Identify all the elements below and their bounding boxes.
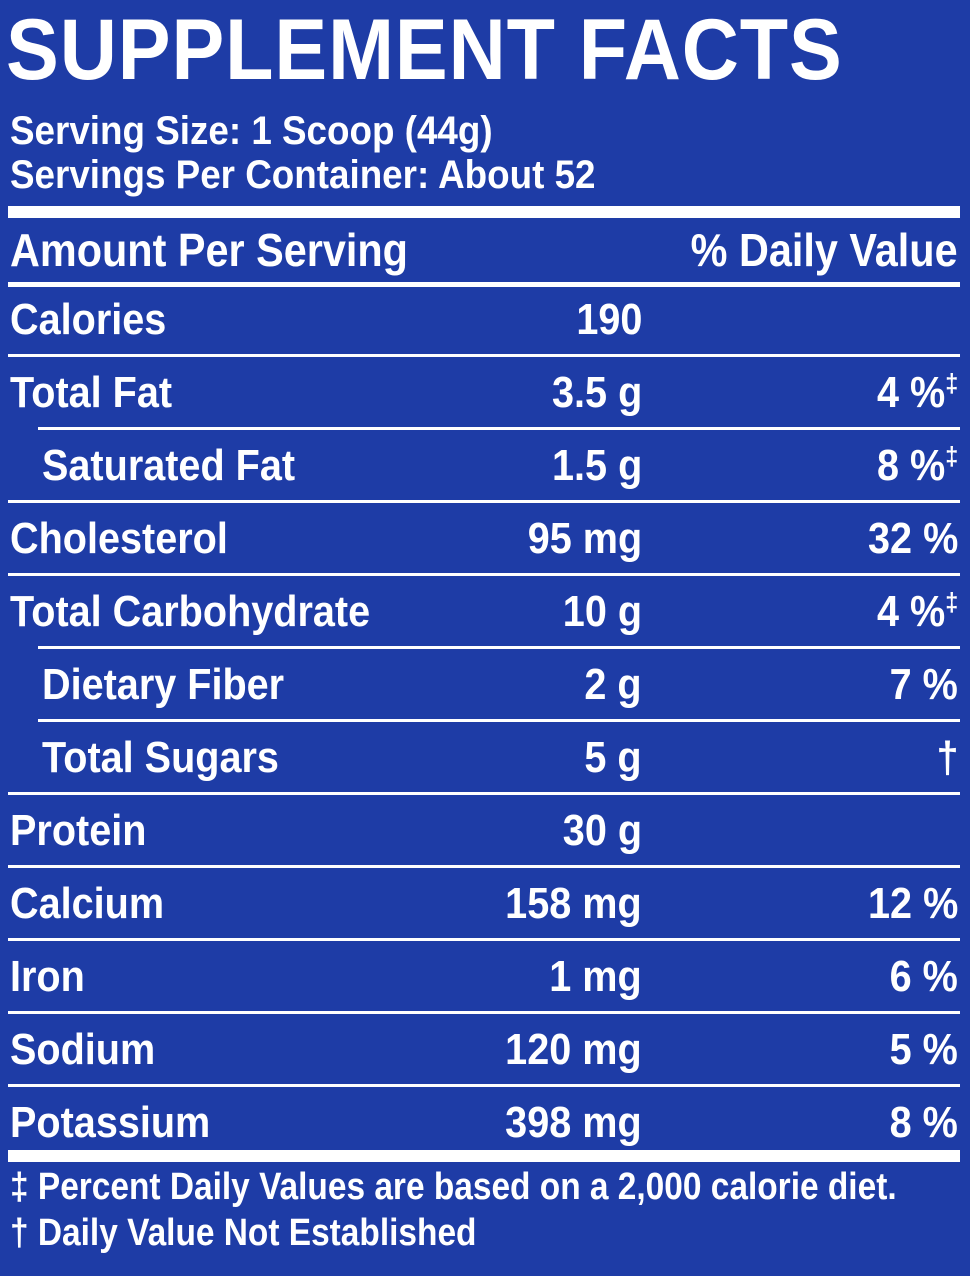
nutrient-amount: 120 mg: [505, 1025, 642, 1074]
daily-value-percent: 5 %: [889, 1025, 958, 1074]
nutrient-label: Sodium: [10, 1025, 156, 1074]
daily-value-cell: 8 %‡: [877, 436, 958, 496]
header-divider: [8, 282, 960, 287]
nutrient-amount: 5 g: [584, 733, 642, 782]
daily-value-mark: ‡: [944, 587, 958, 617]
nutrient-label: Calories: [10, 295, 167, 344]
daily-value-cell: 7 %: [890, 655, 958, 715]
daily-value-header: % Daily Value: [691, 224, 958, 276]
daily-value-mark: ‡: [944, 441, 958, 471]
nutrient-label: Cholesterol: [10, 514, 228, 563]
nutrient-row: Calories 190: [0, 290, 970, 350]
row-divider: [8, 792, 960, 795]
daily-value-percent: 7 %: [889, 660, 958, 709]
nutrient-label: Calcium: [10, 879, 165, 928]
daily-value-percent: 4 %: [876, 587, 945, 636]
daily-value-percent: 8 %: [876, 441, 945, 490]
daily-value-cell: 4 %‡: [877, 363, 958, 423]
nutrient-row: Dietary Fiber 2 g 7 %: [0, 655, 970, 715]
nutrient-amount: 30 g: [562, 806, 642, 855]
nutrient-label: Dietary Fiber: [42, 660, 285, 709]
nutrient-amount: 1 mg: [549, 952, 642, 1001]
nutrient-amount: 158 mg: [505, 879, 642, 928]
daily-value-cell: 4 %‡: [877, 582, 958, 642]
nutrient-label: Saturated Fat: [42, 441, 296, 490]
nutrient-amount: 190: [575, 295, 642, 344]
nutrient-row: Total Sugars 5 g †: [0, 728, 970, 788]
row-divider: [8, 354, 960, 357]
nutrient-amount: 2 g: [584, 660, 642, 709]
daily-value-mark: ‡: [944, 368, 958, 398]
daily-value-cell: 12 %: [868, 874, 958, 934]
row-divider: [38, 646, 960, 649]
row-divider: [8, 938, 960, 941]
column-header-row: Amount Per Serving % Daily Value: [0, 220, 970, 280]
nutrient-label: Total Sugars: [42, 733, 279, 782]
servings-per-container: Servings Per Container: About 52: [10, 153, 596, 197]
daily-value-percent: 12 %: [867, 879, 958, 928]
row-divider: [8, 1011, 960, 1014]
row-divider: [8, 865, 960, 868]
serving-size: Serving Size: 1 Scoop (44g): [10, 109, 493, 153]
daily-value-percent: 8 %: [889, 1098, 958, 1147]
nutrient-amount: 398 mg: [505, 1098, 642, 1147]
nutrient-label: Potassium: [10, 1098, 211, 1147]
row-divider: [8, 573, 960, 576]
footnote-daily-values: ‡ Percent Daily Values are based on a 2,…: [10, 1166, 897, 1208]
top-divider: [8, 206, 960, 218]
daily-value-cell: †: [936, 728, 958, 788]
daily-value-percent: 32 %: [867, 514, 958, 563]
nutrient-row: Potassium 398 mg 8 %: [0, 1093, 970, 1153]
nutrient-row: Total Carbohydrate 10 g 4 %‡: [0, 582, 970, 642]
daily-value-percent: 6 %: [889, 952, 958, 1001]
row-divider: [38, 719, 960, 722]
nutrient-label: Total Fat: [10, 368, 173, 417]
nutrient-amount: 3.5 g: [551, 368, 642, 417]
bottom-divider: [8, 1150, 960, 1162]
nutrient-label: Total Carbohydrate: [10, 587, 371, 636]
nutrient-amount: 10 g: [562, 587, 642, 636]
daily-value-cell: 6 %: [890, 947, 958, 1007]
nutrient-row: Calcium 158 mg 12 %: [0, 874, 970, 934]
nutrient-row: Iron 1 mg 6 %: [0, 947, 970, 1007]
nutrient-row: Cholesterol 95 mg 32 %: [0, 509, 970, 569]
nutrient-label: Iron: [10, 952, 85, 1001]
daily-value-percent: 4 %: [876, 368, 945, 417]
nutrient-row: Protein 30 g: [0, 801, 970, 861]
nutrient-row: Saturated Fat 1.5 g 8 %‡: [0, 436, 970, 496]
panel-title: SUPPLEMENT FACTS: [6, 2, 843, 98]
nutrient-amount: 95 mg: [527, 514, 642, 563]
row-divider: [8, 500, 960, 503]
daily-value-percent: †: [935, 733, 958, 782]
row-divider: [8, 1084, 960, 1087]
nutrient-label: Protein: [10, 806, 147, 855]
amount-per-serving-header: Amount Per Serving: [10, 224, 408, 276]
daily-value-cell: 32 %: [868, 509, 958, 569]
row-divider: [38, 427, 960, 430]
daily-value-cell: 5 %: [890, 1020, 958, 1080]
nutrient-row: Total Fat 3.5 g 4 %‡: [0, 363, 970, 423]
daily-value-cell: 8 %: [890, 1093, 958, 1153]
footnote-not-established: † Daily Value Not Established: [10, 1212, 477, 1254]
nutrient-amount: 1.5 g: [551, 441, 642, 490]
nutrient-row: Sodium 120 mg 5 %: [0, 1020, 970, 1080]
